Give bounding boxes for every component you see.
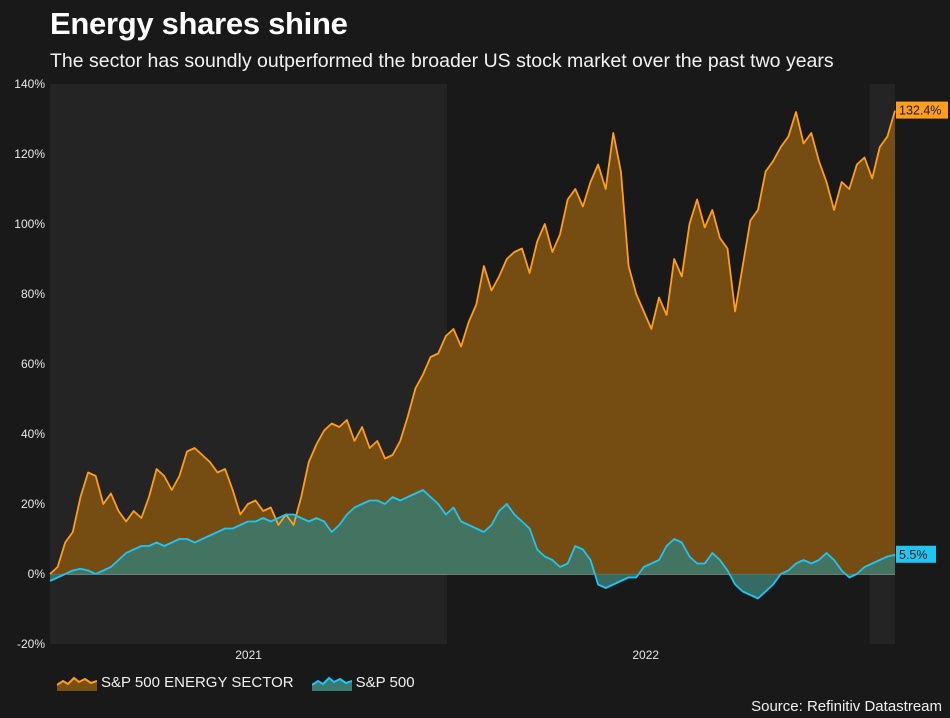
y-tick-label: 120% <box>14 147 45 161</box>
x-tick-label: 2021 <box>235 648 262 662</box>
legend-energy-swatch-icon <box>57 676 97 691</box>
chart-title: Energy shares shine <box>50 6 348 41</box>
y-tick-label: 100% <box>14 217 45 231</box>
source-note: Source: Refinitiv Datastream <box>751 698 942 715</box>
chart-legend: S&P 500 ENERGY SECTOR S&P 500 <box>57 674 433 691</box>
y-tick-label: 20% <box>21 497 45 511</box>
energy-line <box>49 110 896 575</box>
y-tick-label: 80% <box>21 287 45 301</box>
sp500-end-label-box <box>896 545 936 563</box>
y-tick-label: 40% <box>21 427 45 441</box>
legend-sp500-label: S&P 500 <box>355 674 415 691</box>
legend-sp500-swatch-icon <box>311 676 352 691</box>
energy-area <box>50 110 895 574</box>
y-tick-label: -20% <box>17 637 45 651</box>
energy-end-label-box <box>896 101 948 119</box>
legend-item-sp500[interactable]: S&P 500 <box>311 674 415 691</box>
chart-canvas: -20% 0% 20% 40% 60% 80% 100% 120% 140% 2021 2022 1… <box>14 77 948 662</box>
x-tick-label: 2022 <box>632 648 659 662</box>
sp500-line <box>49 489 896 600</box>
y-tick-label: 0% <box>28 567 46 581</box>
legend-energy-label: S&P 500 ENERGY SECTOR <box>101 674 294 691</box>
sp500-end-label: 5.5% <box>899 548 928 562</box>
chart-subtitle: The sector has soundly outperformed the … <box>50 50 834 72</box>
sp500-area <box>50 490 895 599</box>
legend-item-energy[interactable]: S&P 500 ENERGY SECTOR <box>57 674 294 691</box>
y-tick-label: 140% <box>14 77 45 91</box>
energy-end-label: 132.4% <box>899 104 941 118</box>
y-tick-label: 60% <box>21 357 45 371</box>
